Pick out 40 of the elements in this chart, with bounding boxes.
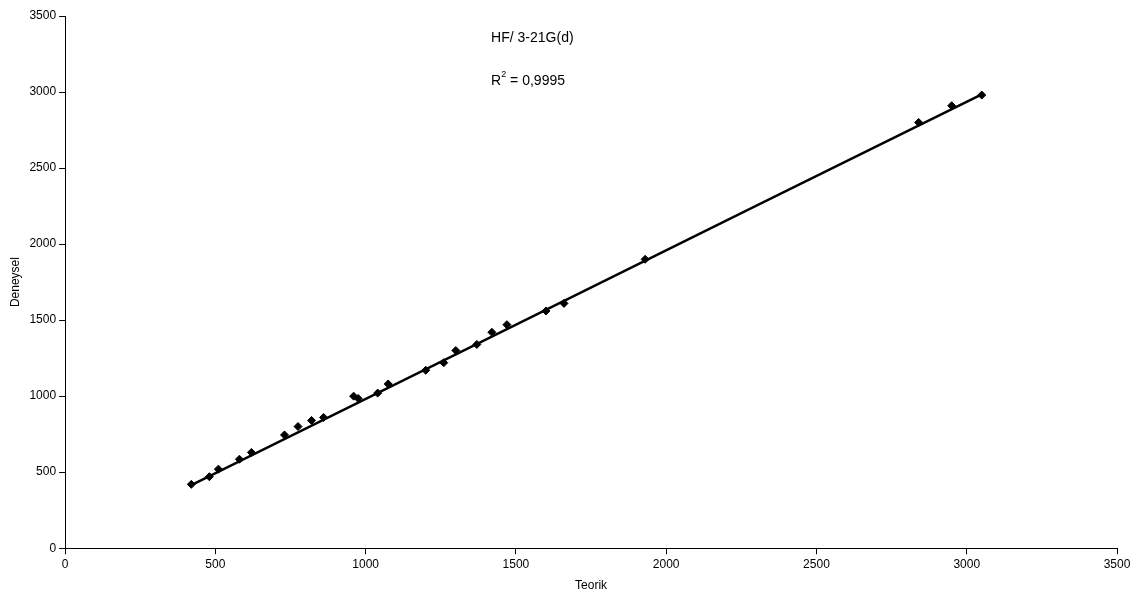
annotation: HF/ 3-21G(d) <box>491 28 574 45</box>
point <box>640 254 650 264</box>
point <box>186 479 196 489</box>
y-axis-title: Deneysel <box>7 257 22 308</box>
point <box>421 365 431 375</box>
y-tick-label: 3500 <box>29 8 57 23</box>
point <box>307 415 317 425</box>
point <box>472 339 482 349</box>
point <box>487 327 497 337</box>
point <box>279 430 289 440</box>
point <box>204 472 214 482</box>
y-tick-label: 2000 <box>29 236 57 251</box>
x-tick-label: 500 <box>205 556 226 571</box>
point <box>914 117 924 127</box>
point <box>319 412 329 422</box>
point <box>502 320 512 330</box>
y-tick-label: 3000 <box>29 84 57 99</box>
x-tick-label: 1500 <box>502 556 530 571</box>
x-tick-label: 1000 <box>352 556 380 571</box>
x-tick-label: 2500 <box>803 556 831 571</box>
point <box>293 422 303 432</box>
y-tick-label: 500 <box>36 464 57 479</box>
x-tick-label: 3000 <box>953 556 981 571</box>
point <box>213 464 223 474</box>
point <box>234 454 244 464</box>
y-tick-label: 1000 <box>29 388 57 403</box>
point <box>541 306 551 316</box>
point <box>353 393 363 403</box>
point <box>373 388 383 398</box>
y-tick-label: 0 <box>49 540 57 555</box>
x-axis-title: Teorik <box>575 578 609 593</box>
x-tick-label: 2000 <box>652 556 680 571</box>
point <box>246 447 256 457</box>
point <box>559 298 569 308</box>
point <box>439 358 449 368</box>
point <box>977 90 987 100</box>
y-tick-label: 2500 <box>29 160 57 175</box>
x-tick-label: 3500 <box>1103 556 1131 571</box>
y-tick-label: 1500 <box>29 312 57 327</box>
x-tick-label: 0 <box>61 556 69 571</box>
